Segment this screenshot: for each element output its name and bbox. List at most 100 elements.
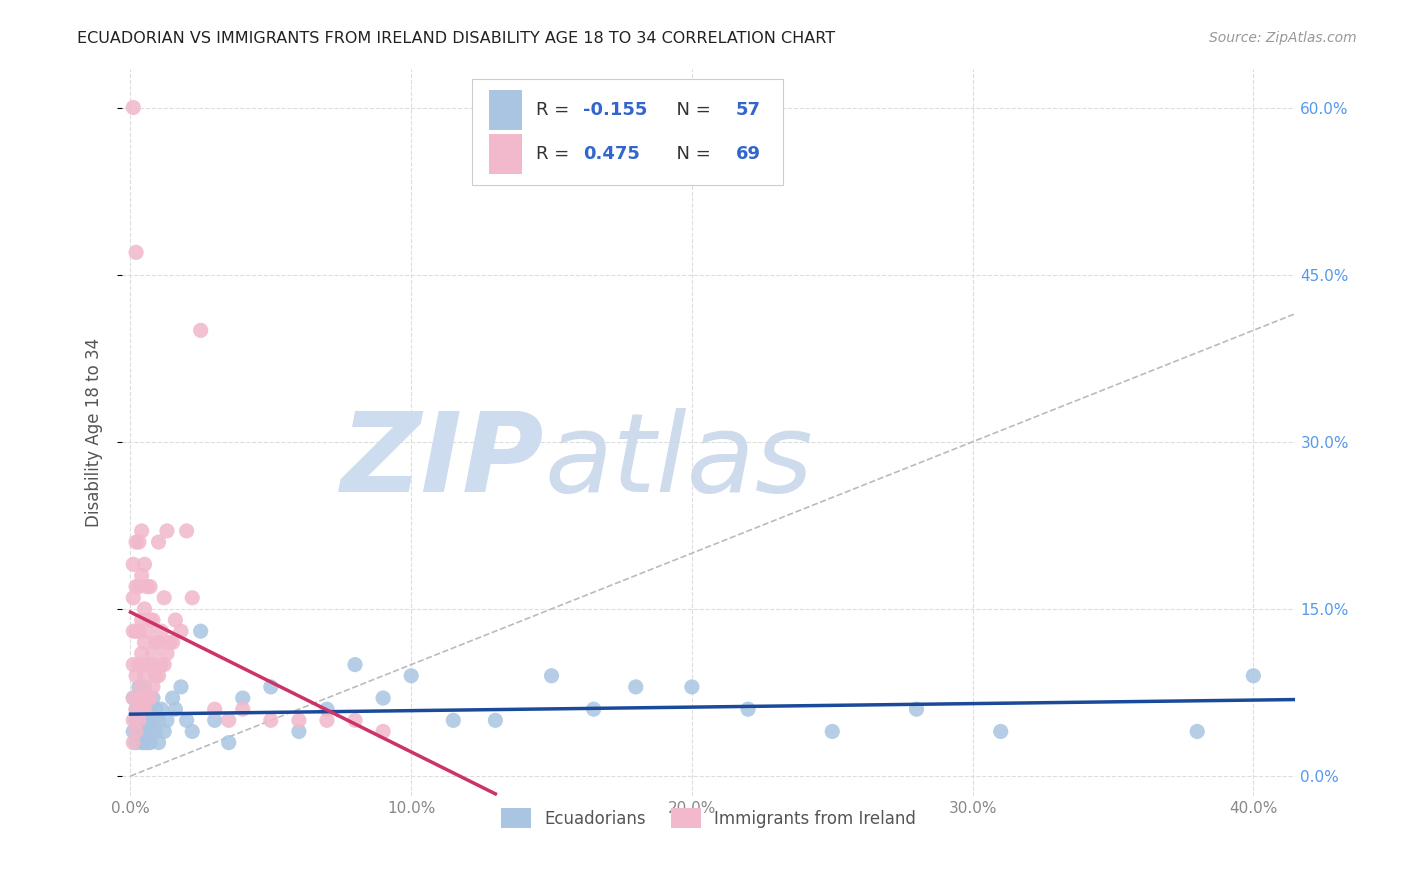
Point [145,702,167,716]
Point [125,702,148,716]
Point [122,624,145,639]
Point [148,535,170,549]
Point [148,669,170,683]
Point [145,669,167,683]
Point [316,702,339,716]
Point [145,635,167,649]
Point [139,657,162,672]
Point [136,657,159,672]
Point [176,714,198,728]
Point [990,724,1012,739]
Point [128,691,150,706]
Point [260,714,283,728]
Point [131,680,153,694]
Point [218,736,240,750]
Point [131,647,153,661]
Point [125,624,148,639]
Point [136,624,159,639]
Point [204,714,226,728]
Point [139,724,162,739]
Point [125,702,148,716]
Point [142,647,165,661]
Point [232,702,254,716]
Legend: Ecuadorians, Immigrants from Ireland: Ecuadorians, Immigrants from Ireland [495,801,922,835]
Point [131,714,153,728]
Text: 0.475: 0.475 [583,145,640,162]
Point [131,702,153,716]
Point [128,714,150,728]
Point [150,702,173,716]
Point [134,736,156,750]
Point [139,691,162,706]
Point [122,691,145,706]
Point [142,714,165,728]
Point [131,736,153,750]
Point [288,714,311,728]
Point [260,680,283,694]
Point [136,736,159,750]
Point [139,613,162,627]
Point [371,724,394,739]
Point [136,691,159,706]
Point [125,245,148,260]
Point [128,724,150,739]
Point [122,101,145,115]
Point [128,702,150,716]
Point [176,524,198,538]
Point [131,613,153,627]
Point [165,613,187,627]
Text: R =: R = [536,101,575,119]
Point [125,535,148,549]
Point [156,714,179,728]
Point [170,624,193,639]
Point [582,702,605,716]
Point [484,714,506,728]
Point [1241,669,1264,683]
Point [156,647,179,661]
Point [128,680,150,694]
Text: 57: 57 [735,101,761,119]
Point [122,724,145,739]
Point [204,702,226,716]
Point [540,669,562,683]
Text: 69: 69 [735,145,761,162]
Point [134,702,156,716]
Point [122,736,145,750]
Point [218,714,240,728]
Point [142,613,165,627]
Point [344,657,367,672]
Point [134,680,156,694]
Point [181,591,204,605]
Point [156,524,179,538]
Point [150,657,173,672]
Text: Source: ZipAtlas.com: Source: ZipAtlas.com [1209,31,1357,45]
Point [165,702,187,716]
Point [134,602,156,616]
Point [136,714,159,728]
Text: ZIP: ZIP [342,408,544,515]
Point [737,702,759,716]
Point [139,580,162,594]
Point [122,691,145,706]
Point [162,691,184,706]
Point [122,558,145,572]
Point [122,714,145,728]
Point [371,691,394,706]
Point [150,624,173,639]
Point [681,680,703,694]
Point [134,669,156,683]
Point [399,669,422,683]
Point [125,714,148,728]
Point [139,702,162,716]
Point [190,323,212,337]
Point [125,736,148,750]
Point [190,624,212,639]
Point [148,635,170,649]
Point [134,558,156,572]
Text: ECUADORIAN VS IMMIGRANTS FROM IRELAND DISABILITY AGE 18 TO 34 CORRELATION CHART: ECUADORIAN VS IMMIGRANTS FROM IRELAND DI… [77,31,835,46]
Point [344,714,367,728]
Text: N =: N = [665,145,717,162]
Point [128,535,150,549]
Point [232,691,254,706]
Point [153,724,176,739]
